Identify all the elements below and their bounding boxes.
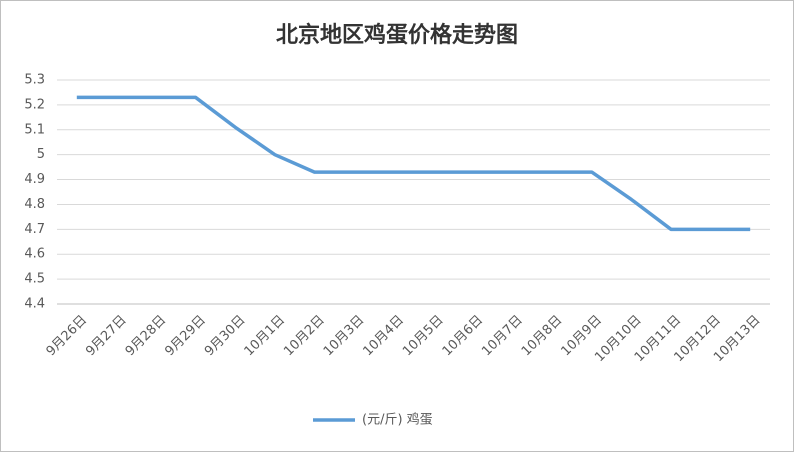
legend-label: (元/斤) 鸡蛋 [362, 412, 433, 428]
y-tick-label: 5.1 [24, 122, 45, 137]
y-tick-label: 5.3 [24, 73, 45, 88]
y-tick-label: 5.2 [24, 97, 45, 112]
chart-title: 北京地区鸡蛋价格走势图 [276, 22, 518, 48]
y-tick-label: 5 [37, 147, 45, 162]
y-tick-label: 4.6 [24, 247, 45, 262]
y-tick-label: 4.5 [24, 272, 45, 287]
y-tick-label: 4.9 [24, 172, 45, 187]
y-tick-label: 4.7 [24, 222, 45, 237]
y-tick-label: 4.8 [24, 197, 45, 212]
series-line [76, 95, 751, 232]
y-tick-label: 4.4 [24, 297, 45, 312]
